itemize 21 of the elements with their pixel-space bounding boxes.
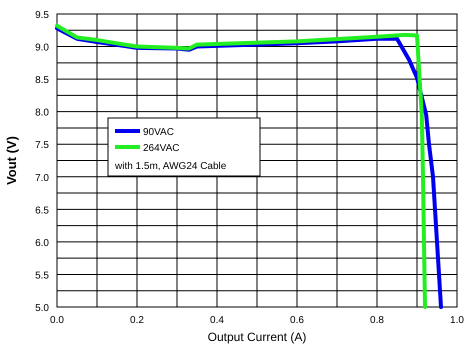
y-axis-title: Vout (V) xyxy=(4,136,19,185)
y-tick-label: 7.0 xyxy=(35,172,50,184)
legend-label: 264VAC xyxy=(143,143,180,154)
y-tick-label: 8.0 xyxy=(35,108,50,119)
y-tick-label: 5.0 xyxy=(35,303,50,314)
x-tick-label: 0.6 xyxy=(290,315,304,326)
y-tick-label: 6.0 xyxy=(35,238,50,249)
x-tick-label: 0.8 xyxy=(370,315,384,326)
x-axis-title: Output Current (A) xyxy=(208,330,306,344)
y-tick-label: 9.0 xyxy=(35,42,50,54)
y-tick-label: 8.5 xyxy=(35,75,50,86)
x-tick-label: 0.2 xyxy=(130,315,144,326)
legend-label: 90VAC xyxy=(143,127,174,138)
y-tick-label: 6.5 xyxy=(35,205,50,216)
y-tick-label: 5.5 xyxy=(35,270,50,282)
y-tick-label: 9.5 xyxy=(35,10,50,21)
x-tick-label: 1.0 xyxy=(450,315,464,326)
legend-title: with 1.5m, AWG24 Cable xyxy=(114,161,227,172)
y-tick-label: 7.5 xyxy=(35,140,50,152)
x-tick-label: 0.0 xyxy=(50,315,64,326)
x-tick-label: 0.4 xyxy=(210,315,224,326)
